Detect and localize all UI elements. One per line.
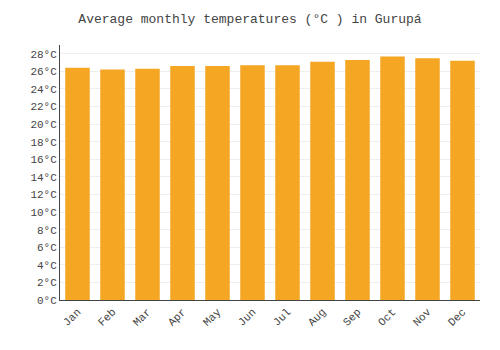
- svg-text:6°C: 6°C: [37, 242, 57, 254]
- svg-text:8°C: 8°C: [37, 225, 57, 237]
- svg-text:28°C: 28°C: [30, 49, 57, 61]
- svg-text:24°C: 24°C: [30, 84, 57, 96]
- svg-text:2°C: 2°C: [37, 277, 57, 289]
- svg-text:16°C: 16°C: [30, 154, 57, 166]
- svg-text:10°C: 10°C: [30, 207, 57, 219]
- svg-text:12°C: 12°C: [30, 189, 57, 201]
- svg-text:Dec: Dec: [446, 306, 468, 328]
- svg-text:Average monthly temperatures (: Average monthly temperatures (°C ) in Gu…: [78, 12, 421, 27]
- svg-text:Sep: Sep: [341, 306, 363, 328]
- svg-text:14°C: 14°C: [30, 172, 57, 184]
- svg-text:Jul: Jul: [271, 306, 293, 328]
- svg-text:Apr: Apr: [166, 306, 188, 328]
- svg-text:Aug: Aug: [306, 306, 328, 328]
- svg-text:18°C: 18°C: [30, 137, 57, 149]
- svg-text:Jun: Jun: [236, 306, 258, 328]
- svg-text:Nov: Nov: [411, 306, 434, 329]
- svg-text:May: May: [201, 306, 224, 329]
- svg-text:Feb: Feb: [96, 306, 118, 328]
- svg-text:Oct: Oct: [376, 306, 398, 328]
- svg-text:Jan: Jan: [61, 306, 83, 328]
- svg-text:0°C: 0°C: [37, 295, 57, 307]
- svg-text:26°C: 26°C: [30, 66, 57, 78]
- svg-text:Mar: Mar: [131, 306, 153, 328]
- svg-text:22°C: 22°C: [30, 101, 57, 113]
- svg-text:4°C: 4°C: [37, 260, 57, 272]
- svg-text:20°C: 20°C: [30, 119, 57, 131]
